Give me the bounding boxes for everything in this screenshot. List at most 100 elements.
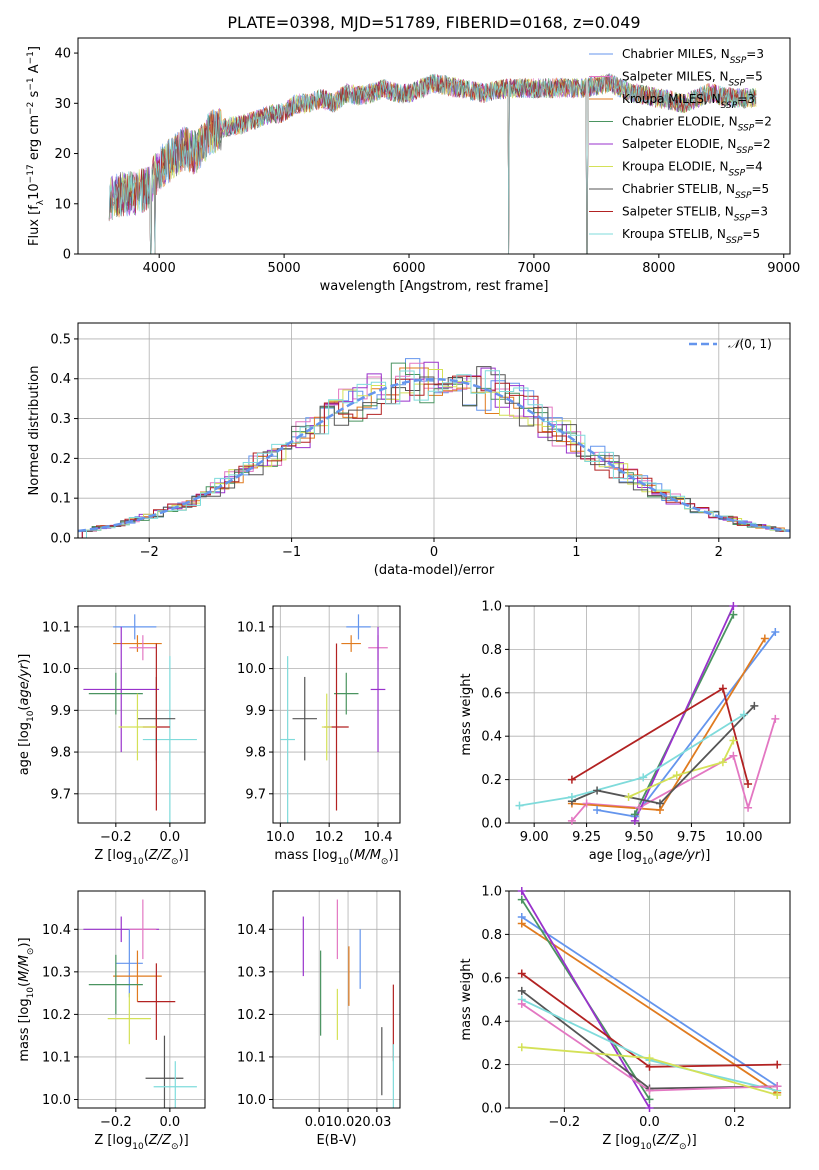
residual-histogram bbox=[81, 375, 790, 538]
point-marker bbox=[517, 969, 526, 978]
y-tick-label: 0 bbox=[63, 248, 71, 263]
y-tick-label: 0.2 bbox=[50, 452, 71, 467]
y-tick-label: 10.1 bbox=[237, 1050, 266, 1065]
x-tick-label: 10.0 bbox=[266, 830, 295, 845]
panel-spectrum: 4000 5000 6000 7000 8000 9000 0 10 20 30 40 wavelen… bbox=[26, 37, 800, 294]
y-tick-label: 10.0 bbox=[42, 1093, 71, 1108]
point-marker bbox=[771, 714, 780, 723]
panel-ebv_mass: 0.01 0.02 0.03 10.0 10.1 10.2 10.3 10.4 E(B-V) bbox=[237, 890, 401, 1148]
point-marker bbox=[517, 1043, 526, 1052]
axes-frame bbox=[272, 605, 401, 824]
x-tick-label: 10.4 bbox=[364, 830, 393, 845]
x-axis-label: (data-model)/error bbox=[374, 563, 495, 578]
y-tick-label: 10 bbox=[54, 197, 71, 212]
plot-area bbox=[519, 606, 777, 822]
panel-age_weight: 9.00 9.25 9.50 9.75 10.00 0.0 0.2 0.4 0.6 0.8 1.0 a… bbox=[459, 600, 791, 867]
point-marker bbox=[771, 628, 780, 637]
y-tick-label: 10.0 bbox=[237, 1093, 266, 1108]
weight-line bbox=[633, 606, 735, 822]
y-tick-label: 1.0 bbox=[481, 885, 502, 900]
x-axis-label: age [log10(age/yr)] bbox=[589, 848, 711, 867]
y-tick-label: 0.2 bbox=[481, 773, 502, 788]
y-tick-label: 0.1 bbox=[50, 492, 71, 507]
point-marker bbox=[593, 786, 602, 795]
weight-line bbox=[519, 713, 745, 807]
plot-area bbox=[78, 358, 790, 538]
y-tick-label: 40 bbox=[54, 47, 71, 62]
y-tick-label: 0.3 bbox=[50, 412, 71, 427]
legend-entry: Chabrier ELODIE, NSSP=2 bbox=[622, 115, 772, 134]
point-marker bbox=[639, 773, 648, 782]
gaussian-curve bbox=[78, 377, 790, 533]
residual-histogram bbox=[86, 370, 790, 538]
weight-line bbox=[521, 891, 651, 1108]
weight-line bbox=[571, 718, 777, 822]
y-tick-label: 10.0 bbox=[42, 662, 71, 677]
y-axis-label: Flux [fλ10−17 erg cm−2 s−1 A−1] bbox=[26, 46, 46, 246]
point-marker bbox=[582, 799, 591, 808]
x-tick-label: 9000 bbox=[767, 261, 800, 276]
y-tick-label: 0.8 bbox=[481, 643, 502, 658]
y-tick-label: 10.1 bbox=[237, 620, 266, 635]
axes-frame bbox=[77, 605, 206, 824]
x-tick-label: 0.2 bbox=[724, 1115, 745, 1130]
y-tick-label: 10.2 bbox=[237, 1008, 266, 1023]
y-tick-label: 9.7 bbox=[50, 787, 71, 802]
point-marker bbox=[517, 919, 526, 928]
x-tick-label: 7000 bbox=[517, 261, 550, 276]
point-marker bbox=[567, 792, 576, 801]
y-tick-label: 1.0 bbox=[481, 600, 502, 615]
axes-frame bbox=[77, 37, 791, 255]
point-marker bbox=[517, 887, 526, 895]
point-marker bbox=[645, 1054, 654, 1063]
point-marker bbox=[655, 799, 664, 808]
panel-z_weight: −0.2 0.0 0.2 0.0 0.2 0.4 0.6 0.8 1.0 Z [log10(Z/Z… bbox=[459, 885, 791, 1152]
x-tick-label: 9.75 bbox=[677, 830, 706, 845]
point-marker bbox=[718, 758, 727, 767]
legend-entry: Kroupa STELIB, NSSP=5 bbox=[622, 227, 760, 246]
y-tick-label: 9.9 bbox=[245, 704, 266, 719]
x-tick-label: 2 bbox=[715, 545, 723, 560]
x-tick-label: 0 bbox=[430, 545, 438, 560]
point-marker bbox=[672, 771, 681, 780]
legend-entry: Kroupa MILES, NSSP=3 bbox=[622, 92, 755, 111]
panel-z_mass: −0.2 0.0 10.0 10.1 10.2 10.3 10.4 Z [log10(Z/Z⊙… bbox=[17, 890, 206, 1152]
point-marker bbox=[517, 999, 526, 1008]
x-axis-label: Z [log10(Z/Z⊙)] bbox=[602, 1133, 696, 1152]
point-marker bbox=[567, 775, 576, 784]
legend-entry: Salpeter ELODIE, NSSP=2 bbox=[622, 137, 771, 156]
x-tick-label: 0.01 bbox=[305, 1115, 334, 1130]
x-tick-label: 0.0 bbox=[160, 1115, 181, 1130]
legend-entry: Salpeter MILES, NSSP=5 bbox=[622, 70, 763, 89]
y-tick-label: 9.8 bbox=[50, 746, 71, 761]
y-tick-label: 0.0 bbox=[481, 1102, 502, 1117]
y-tick-label: 0.8 bbox=[481, 928, 502, 943]
point-marker bbox=[729, 736, 738, 745]
panel-z_age: −0.2 0.0 9.7 9.8 9.9 10.0 10.1 Z [log10(Z/Z⊙)] a… bbox=[17, 605, 206, 867]
weight-line bbox=[628, 740, 735, 798]
y-axis-label: mass weight bbox=[459, 958, 474, 1040]
point-marker bbox=[750, 701, 759, 710]
x-tick-label: 4000 bbox=[143, 261, 176, 276]
point-marker bbox=[729, 602, 738, 610]
y-tick-label: 10.4 bbox=[42, 923, 71, 938]
panel-residuals: −2 −1 0 1 2 0.0 0.1 0.2 0.3 0.4 0.5 (data-model)/er… bbox=[27, 322, 791, 578]
legend-entry: Chabrier MILES, NSSP=3 bbox=[622, 47, 764, 66]
point-marker bbox=[635, 803, 644, 812]
y-tick-label: 20 bbox=[54, 147, 71, 162]
x-tick-label: 10.2 bbox=[315, 830, 344, 845]
point-marker bbox=[645, 1104, 654, 1112]
y-tick-label: 0.0 bbox=[50, 532, 71, 547]
legend-entry: 𝒩(0, 1) bbox=[728, 337, 772, 351]
x-tick-label: 8000 bbox=[642, 261, 675, 276]
weight-line bbox=[521, 916, 778, 1088]
y-tick-label: 0.4 bbox=[481, 1015, 502, 1030]
y-axis-label: mass weight bbox=[459, 673, 474, 755]
y-tick-label: 10.3 bbox=[42, 965, 71, 980]
y-tick-label: 9.8 bbox=[245, 746, 266, 761]
point-marker bbox=[593, 805, 602, 814]
y-tick-label: 10.3 bbox=[237, 965, 266, 980]
x-axis-label: Z [log10(Z/Z⊙)] bbox=[94, 1133, 188, 1152]
x-tick-label: 6000 bbox=[392, 261, 425, 276]
